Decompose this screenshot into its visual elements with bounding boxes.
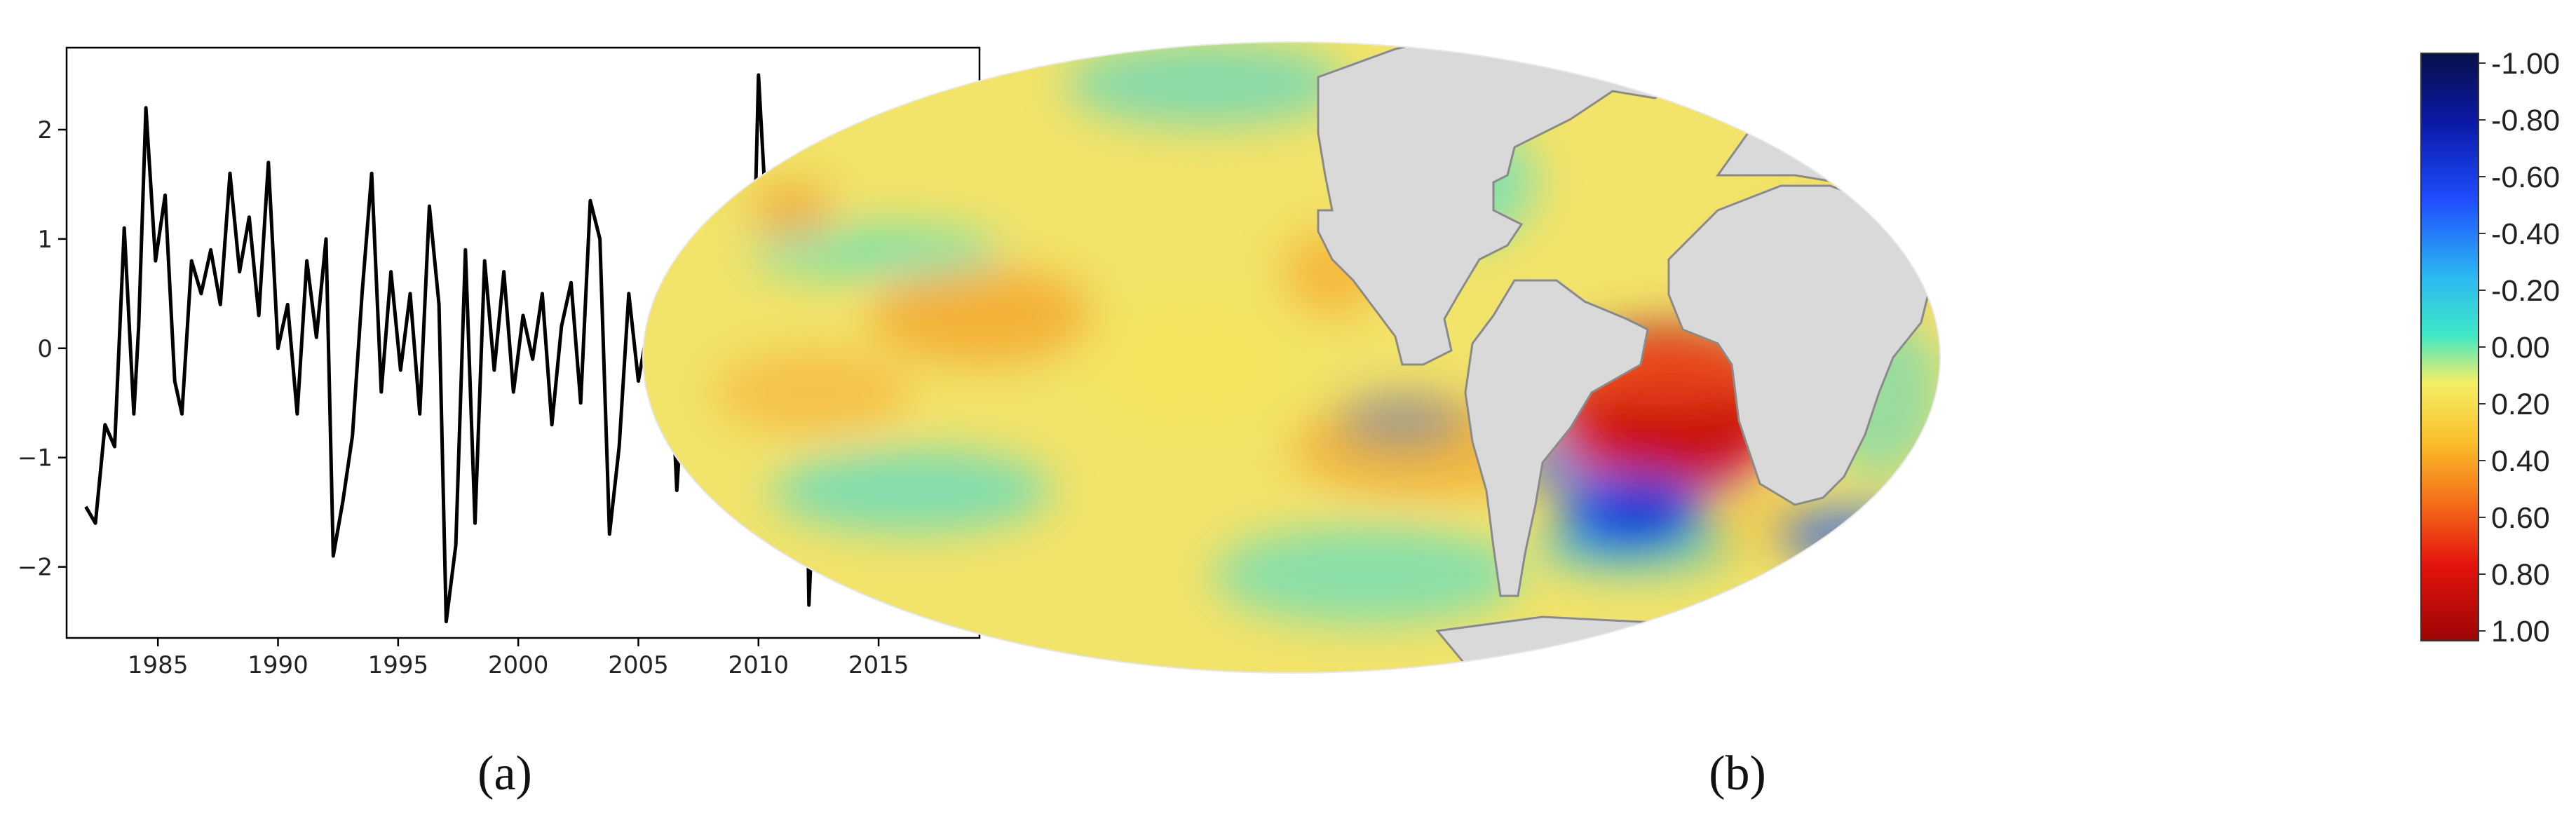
- y-tick-label: −2: [18, 554, 53, 582]
- colorbar-tick-label: 0.80: [2491, 558, 2550, 592]
- y-tick-label: 1: [37, 226, 53, 254]
- colorbar-tick-label: 0.60: [2491, 501, 2550, 535]
- colorbar-tick-label: -0.80: [2491, 104, 2560, 137]
- colorbar-tick-label: -0.60: [2491, 161, 2560, 194]
- caption-b: (b): [1709, 747, 1766, 801]
- x-tick-label: 1985: [128, 651, 189, 679]
- south-america-land: [1464, 279, 1649, 597]
- colorbar-tick-label: 0.20: [2491, 388, 2550, 421]
- colorbar-tick-label: -0.20: [2491, 274, 2560, 308]
- colorbar: -1.00 -0.80 -0.60 -0.40 -0.20 0.00 0.20 0.40 0.6…: [2420, 47, 2560, 648]
- line-chart-panel: 2 1 0 −1 −2 1985 1990 1995 2000 2005 2010 2015 (a): [18, 46, 981, 801]
- x-tick-label: 2010: [728, 651, 789, 679]
- colorbar-tick-label: 1.00: [2491, 615, 2550, 648]
- y-tick-label: −1: [18, 444, 53, 472]
- map-outline: [642, 41, 1941, 674]
- x-tick-label: 2005: [608, 651, 669, 679]
- greenland-land: [1653, 42, 1769, 79]
- caption-a: (a): [477, 747, 532, 801]
- colorbar-gradient: [2420, 53, 2479, 641]
- x-tick-label: 2000: [488, 651, 549, 679]
- colorbar-tick-label: -1.00: [2491, 47, 2560, 81]
- x-tick-label: 1995: [368, 651, 429, 679]
- colorbar-tick-label: 0.40: [2491, 444, 2550, 478]
- antarctica-land: [1435, 615, 1940, 673]
- colorbar-tick-label: 0.00: [2491, 331, 2550, 365]
- map-area: [643, 42, 2265, 673]
- colorbar-tick-label: -0.40: [2491, 217, 2560, 251]
- colorbar-ticks: -1.00 -0.80 -0.60 -0.40 -0.20 0.00 0.20 0.40 0.6…: [2479, 47, 2560, 648]
- correlation-map-panel: (b): [642, 41, 2265, 801]
- x-tick-label: 1990: [248, 651, 309, 679]
- y-tick-label: 0: [37, 335, 53, 363]
- x-tick-label: 2015: [848, 651, 909, 679]
- y-axis: 2 1 0 −1 −2: [18, 116, 67, 582]
- y-tick-label: 2: [37, 116, 53, 144]
- x-axis: 1985 1990 1995 2000 2005 2010 2015: [128, 638, 909, 679]
- australia-land: [2138, 365, 2265, 470]
